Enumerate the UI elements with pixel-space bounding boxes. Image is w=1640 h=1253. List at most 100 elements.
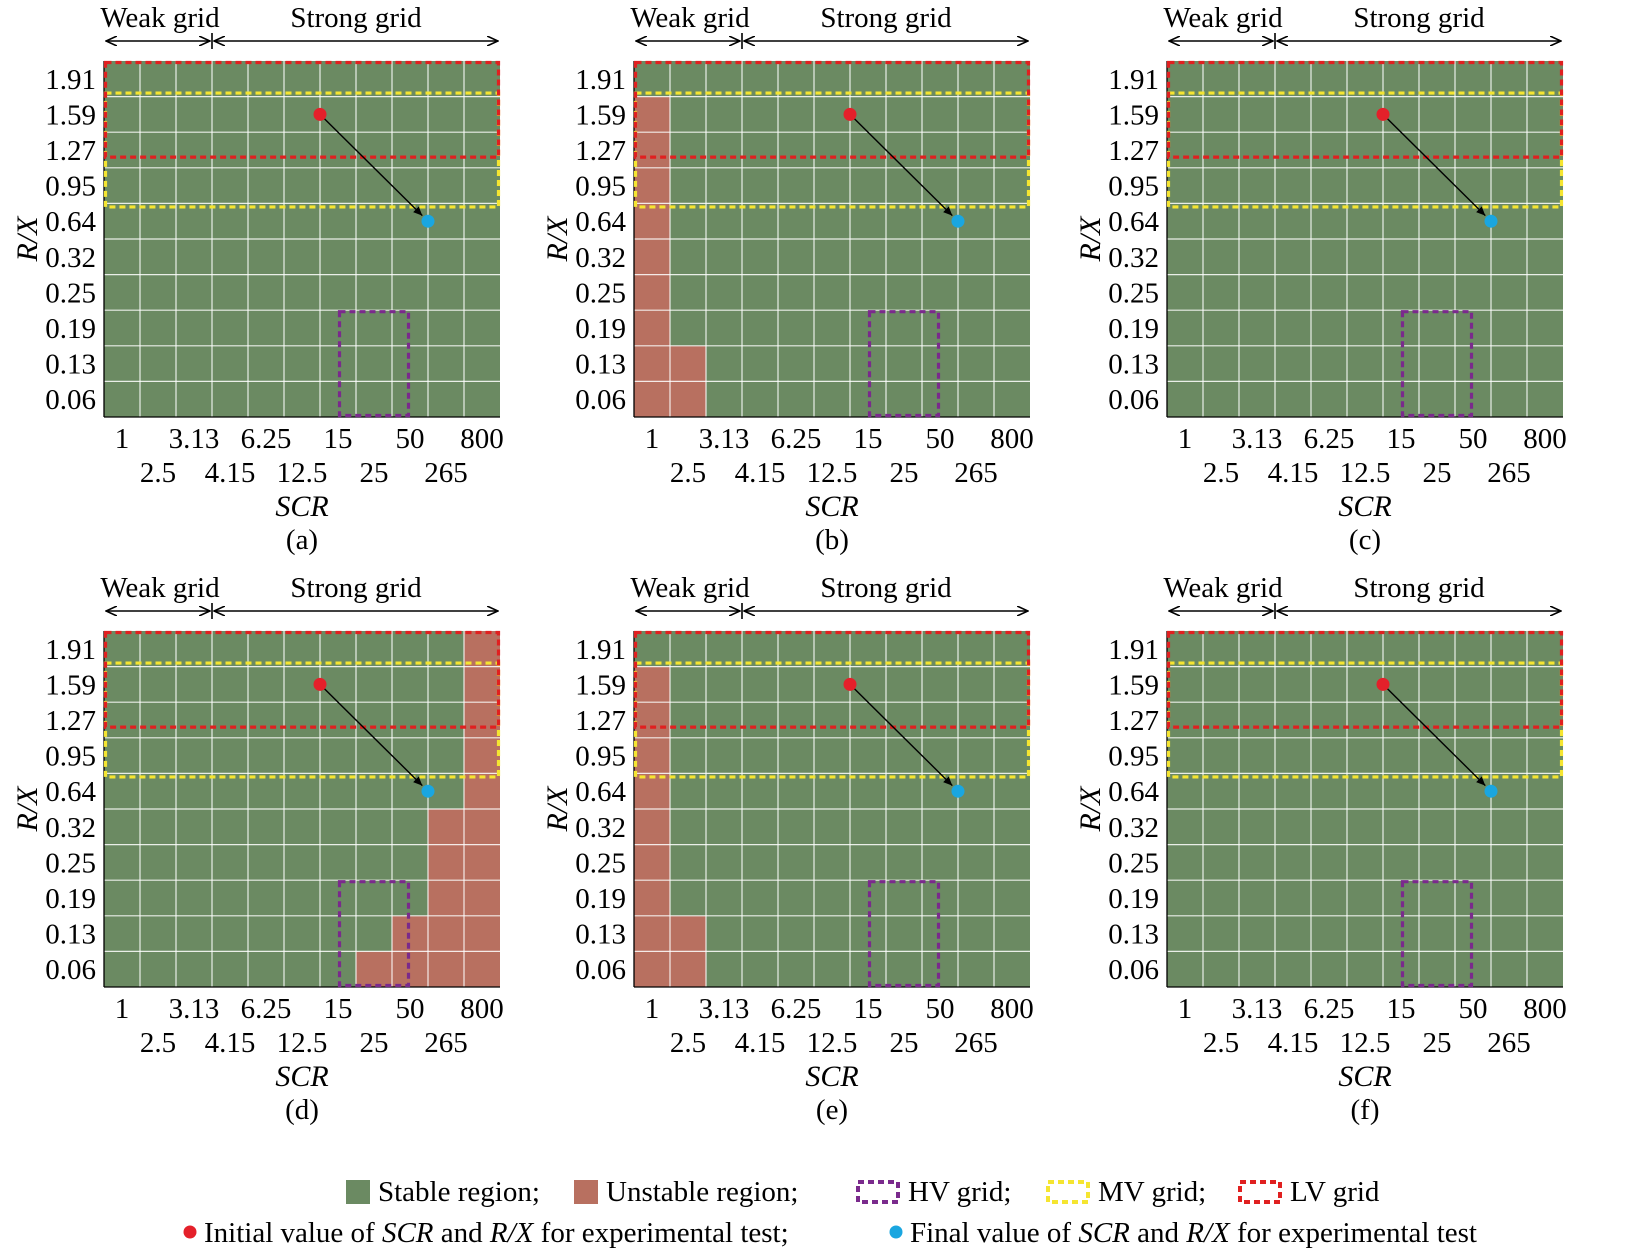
hv-grid-box (1400, 880, 1474, 988)
x-tick-label-top: 1 (1178, 423, 1193, 455)
hv-grid-box (1400, 310, 1474, 418)
unstable-cell (670, 381, 706, 417)
x-tick-label-top: 800 (1523, 423, 1567, 455)
lv-grid-box (633, 60, 1031, 159)
final-point (421, 784, 435, 798)
unstable-cell (464, 666, 500, 703)
x-tick-label-top: 1 (115, 423, 130, 455)
legend-hv-swatch (856, 1180, 900, 1204)
unstable-cell (464, 737, 500, 774)
final-point (951, 214, 965, 228)
unstable-cell (464, 809, 500, 845)
x-tick-label-bottom: 25 (890, 1027, 919, 1059)
unstable-cell (634, 737, 670, 774)
unstable-cell (634, 345, 670, 382)
y-tick-label: 0.95 (45, 171, 96, 203)
x-tick-label-bottom: 25 (1423, 457, 1452, 489)
legend-final-scr: SCR (1078, 1217, 1130, 1249)
legend-initial-post: for experimental test; (533, 1217, 788, 1249)
y-tick-label: 0.95 (1108, 171, 1159, 203)
unstable-cell (670, 951, 706, 987)
y-tick-label: 0.06 (575, 384, 626, 416)
x-tick-label-bottom: 25 (890, 457, 919, 489)
y-tick-label: 0.64 (45, 206, 96, 238)
x-tick-label-top: 1 (645, 423, 660, 455)
chart-panel-c: 1.911.59 1.27 0.950.64 0.320.25 0.19 0.130.06… (1074, 2, 1567, 556)
strong-grid-label: Strong grid (290, 572, 422, 604)
legend-final-rx: R/X (1185, 1217, 1231, 1249)
y-axis-label: R/X (541, 215, 574, 263)
x-tick-label-top: 800 (990, 423, 1034, 455)
initial-point (1376, 107, 1390, 121)
weak-grid-label: Weak grid (100, 572, 220, 604)
initial-point (313, 677, 327, 691)
x-tick-label-top: 1 (115, 993, 130, 1025)
y-tick-label: 0.19 (1108, 313, 1159, 345)
y-tick-label: 0.64 (575, 776, 626, 808)
x-tick-label-top: 800 (990, 993, 1034, 1025)
unstable-cell (428, 951, 464, 987)
chart-panel-d: 1.911.59 1.27 0.950.64 0.320.25 0.19 0.130.06… (11, 572, 504, 1126)
x-tick-label-bottom: 2.5 (1203, 1027, 1239, 1059)
unstable-cell (634, 844, 670, 881)
legend-final-mid: and (1130, 1217, 1186, 1249)
y-tick-label: 0.13 (45, 349, 96, 381)
initial-point (843, 107, 857, 121)
y-axis-label: R/X (1074, 215, 1107, 263)
legend-initial-scr: SCR (382, 1217, 434, 1249)
x-tick-label-top: 50 (1459, 423, 1488, 455)
x-tick-label-top: 6.25 (1304, 423, 1355, 455)
legend-stable-swatch (346, 1180, 370, 1204)
x-tick-label-top: 3.13 (169, 993, 220, 1025)
trajectory-arrow (319, 683, 423, 787)
y-tick-label: 0.13 (45, 919, 96, 951)
x-tick-label-top: 3.13 (1232, 993, 1283, 1025)
y-tick-label: 1.59 (575, 669, 626, 701)
mv-grid-box (1166, 661, 1564, 779)
unstable-cell (634, 132, 670, 168)
weak-grid-label: Weak grid (1163, 2, 1283, 34)
x-tick-label-top: 15 (324, 423, 353, 455)
mv-grid-box (103, 661, 501, 779)
unstable-cell (634, 167, 670, 204)
y-axis-label: R/X (541, 785, 574, 833)
x-tick-label-bottom: 265 (424, 1027, 468, 1059)
y-tick-label: 0.25 (575, 847, 626, 879)
unstable-cell (634, 809, 670, 845)
x-tick-label-top: 1 (1178, 993, 1193, 1025)
unstable-cell (428, 915, 464, 952)
y-tick-label: 0.32 (575, 812, 626, 844)
x-tick-label-bottom: 265 (954, 457, 998, 489)
legend-final-label: Final value of SCR and R/X for experimen… (910, 1217, 1477, 1249)
y-tick-label: 0.06 (1108, 384, 1159, 416)
y-tick-label: 1.27 (45, 705, 96, 737)
initial-point (843, 677, 857, 691)
unstable-cell (670, 915, 706, 952)
y-tick-label: 1.59 (1108, 669, 1159, 701)
unstable-cell (634, 915, 670, 952)
x-tick-label-bottom: 4.15 (205, 457, 256, 489)
x-tick-label-bottom: 4.15 (205, 1027, 256, 1059)
lv-grid-box (103, 60, 501, 159)
unstable-cell (634, 702, 670, 738)
y-tick-label: 0.64 (1108, 206, 1159, 238)
y-tick-label: 0.95 (45, 741, 96, 773)
x-tick-label-bottom: 25 (360, 457, 389, 489)
x-axis-label: SCR (1338, 1060, 1391, 1093)
unstable-cell (464, 773, 500, 809)
unstable-cell (634, 96, 670, 133)
panel-label: (f) (1351, 1094, 1380, 1126)
unstable-cell (634, 880, 670, 916)
x-tick-label-bottom: 4.15 (735, 457, 786, 489)
unstable-cell (634, 274, 670, 311)
y-tick-label: 1.59 (1108, 99, 1159, 131)
x-axis-label: SCR (275, 490, 328, 523)
hv-grid-box (337, 880, 411, 988)
strong-grid-label: Strong grid (820, 572, 952, 604)
panel-label: (a) (286, 524, 318, 556)
y-tick-label: 1.91 (575, 634, 626, 666)
x-tick-label-bottom: 2.5 (670, 457, 706, 489)
unstable-cell (464, 915, 500, 952)
x-tick-label-top: 15 (854, 993, 883, 1025)
x-tick-label-top: 6.25 (771, 423, 822, 455)
